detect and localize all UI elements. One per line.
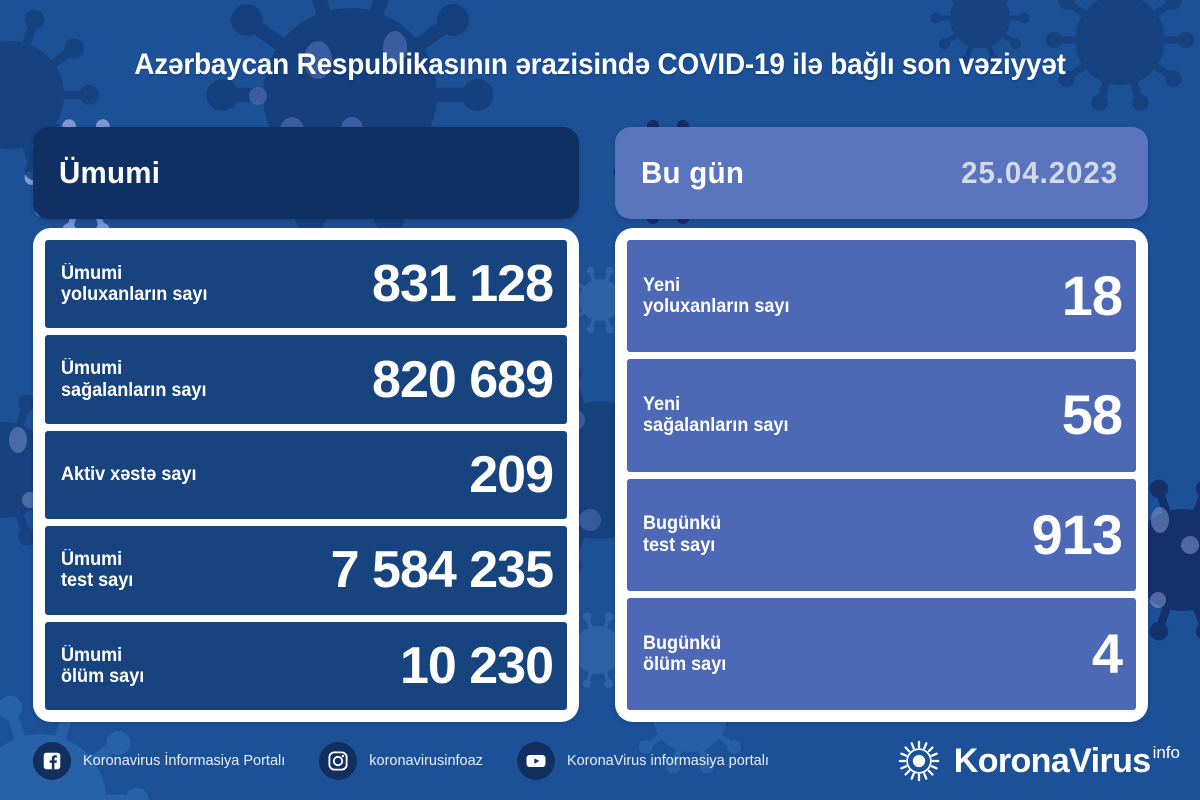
stat-label: Yeni sağalanların sayı (643, 394, 789, 437)
panel-total-title: Ümumi (59, 155, 161, 190)
panel-total: Ümumi Ümumi yoluxanların sayı 831 128 Üm… (33, 127, 579, 722)
virus-sun-icon (897, 739, 941, 783)
page-title: Azərbaycan Respublikasının ərazisində CO… (134, 48, 1066, 81)
stat-row-new-recovered: Yeni sağalanların sayı 58 (627, 359, 1136, 472)
social-label: koronavirusinfoaz (369, 753, 483, 769)
footer: Koronavirus İnformasiya Portalı koronavi… (33, 730, 1180, 792)
panel-today-title: Bu gün (641, 155, 745, 190)
stat-value: 913 (1031, 502, 1123, 566)
stat-value: 10 230 (399, 636, 554, 695)
stat-value: 58 (1061, 383, 1123, 447)
social-link-facebook[interactable]: Koronavirus İnformasiya Portalı (33, 742, 285, 780)
logo-text: KoronaVirus (953, 741, 1151, 780)
stat-label: Ümumi test sayı (61, 549, 134, 592)
stat-label: Bugünkü test sayı (643, 513, 722, 556)
stat-row-total-cases: Ümumi yoluxanların sayı 831 128 (45, 240, 567, 329)
stat-value: 18 (1061, 264, 1123, 328)
stat-row-today-tests: Bugünkü test sayı 913 (627, 478, 1136, 591)
panel-today-header: Bu gün 25.04.2023 (615, 127, 1148, 219)
stat-row-active-cases: Aktiv xəstə sayı 209 (45, 430, 567, 520)
logo-superscript: info (1152, 743, 1180, 762)
stat-label: Ümumi yoluxanların sayı (61, 262, 208, 306)
stat-label: Yeni yoluxanların sayı (643, 274, 790, 318)
stat-row-total-recovered: Ümumi sağalanların sayı 820 689 (45, 335, 567, 424)
facebook-icon (33, 742, 71, 780)
social-label: Koronavirus İnformasiya Portalı (83, 753, 286, 769)
instagram-icon (319, 742, 358, 780)
panel-total-header: Ümumi (33, 127, 579, 219)
social-link-youtube[interactable]: KoronaVirus informasiya portalı (516, 742, 769, 780)
stat-value: 7 584 235 (330, 541, 554, 600)
panel-today: Bu gün 25.04.2023 Yeni yoluxanların sayı… (615, 127, 1148, 722)
stat-value: 831 128 (372, 255, 554, 314)
stat-row-new-cases: Yeni yoluxanların sayı 18 (627, 240, 1136, 353)
social-link-instagram[interactable]: koronavirusinfoaz (319, 742, 483, 780)
stat-label: Ümumi ölüm sayı (61, 644, 145, 687)
stat-row-total-deaths: Ümumi ölüm sayı 10 230 (45, 621, 567, 711)
stat-label: Aktiv xəstə sayı (61, 464, 197, 486)
stat-value: 820 689 (372, 350, 554, 409)
panel-today-date: 25.04.2023 (960, 155, 1118, 190)
panel-today-card: Yeni yoluxanların sayı 18 Yeni sağalanla… (615, 228, 1148, 722)
stat-value: 4 (1091, 621, 1123, 685)
koronavirus-logo[interactable]: KoronaVirus info (897, 739, 1180, 783)
social-label: KoronaVirus informasiya portalı (566, 753, 769, 769)
stat-label: Ümumi sağalanların sayı (61, 358, 207, 401)
stat-value: 209 (469, 446, 554, 505)
stat-row-total-tests: Ümumi test sayı 7 584 235 (45, 526, 567, 615)
stat-label: Bugünkü ölüm sayı (643, 632, 727, 675)
stat-row-today-deaths: Bugünkü ölüm sayı 4 (627, 597, 1136, 710)
panel-total-card: Ümumi yoluxanların sayı 831 128 Ümumi sa… (33, 228, 579, 722)
youtube-icon (516, 742, 555, 780)
